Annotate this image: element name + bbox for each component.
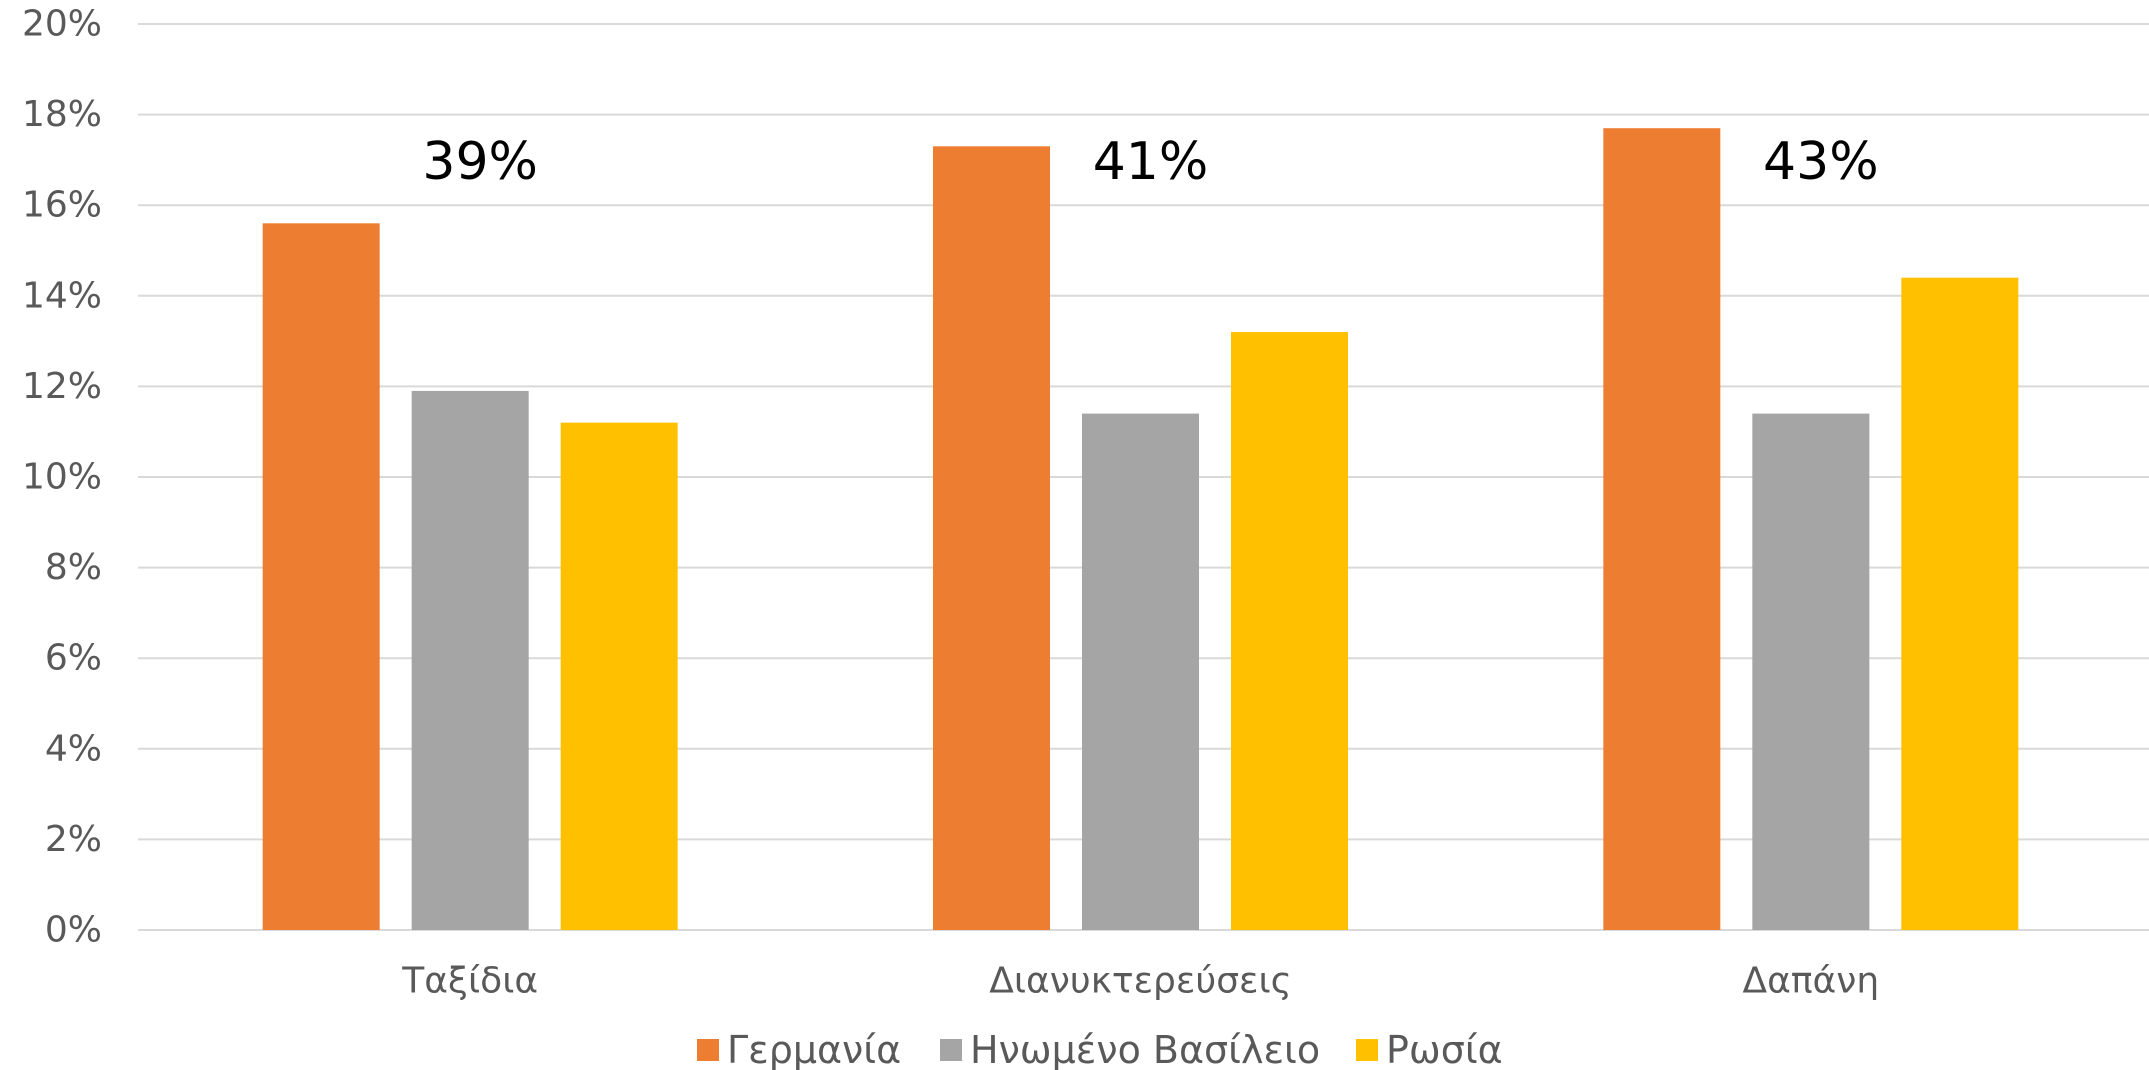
- legend-swatch: [940, 1039, 962, 1061]
- x-category-label: Ταξίδια: [401, 961, 538, 1002]
- y-tick-label: 18%: [22, 94, 102, 135]
- bar-3-1: [560, 422, 678, 930]
- annotations: 39% 41% 43%: [422, 132, 1878, 192]
- y-tick-label: 14%: [22, 275, 102, 316]
- bar-1-3: [1603, 128, 1721, 930]
- group-annotation: 43%: [1763, 132, 1879, 192]
- y-tick-label: 2%: [45, 819, 102, 860]
- y-tick-label: 8%: [45, 547, 102, 588]
- x-category-label: Δαπάνη: [1742, 961, 1879, 1002]
- bar-3-2: [1231, 332, 1348, 930]
- bar-2-3: [1752, 413, 1870, 931]
- x-axis-category-labels: Ταξίδια Διανυκτερεύσεις Δαπάνη: [401, 961, 1879, 1002]
- group-annotation: 41%: [1093, 132, 1209, 192]
- legend-label: Ηνωμένο Βασίλειο: [970, 1028, 1320, 1070]
- y-tick-label: 0%: [45, 910, 102, 951]
- legend-swatch: [697, 1039, 719, 1061]
- bars: [262, 128, 2019, 931]
- bar-1-1: [262, 223, 380, 930]
- legend-swatch: [1356, 1039, 1378, 1061]
- y-tick-label: 16%: [22, 185, 102, 226]
- y-tick-label: 6%: [45, 638, 102, 679]
- legend: Γερμανία Ηνωμένο Βασίλειο Ρωσία: [697, 1028, 1503, 1070]
- x-category-label: Διανυκτερεύσεις: [989, 961, 1292, 1002]
- bar-3-3: [1901, 277, 2019, 930]
- y-tick-label: 10%: [22, 457, 102, 498]
- legend-label: Ρωσία: [1386, 1028, 1503, 1070]
- bar-1-2: [933, 146, 1050, 930]
- y-tick-label: 4%: [45, 728, 102, 769]
- group-annotation: 39%: [422, 132, 538, 192]
- y-axis-tick-labels: 0% 2% 4% 6% 8% 10% 12% 14% 16% 18% 20%: [22, 4, 102, 951]
- bar-2-1: [411, 390, 529, 930]
- y-tick-label: 12%: [22, 366, 102, 407]
- y-tick-label: 20%: [22, 4, 102, 45]
- legend-label: Γερμανία: [727, 1028, 901, 1070]
- bar-2-2: [1082, 413, 1199, 931]
